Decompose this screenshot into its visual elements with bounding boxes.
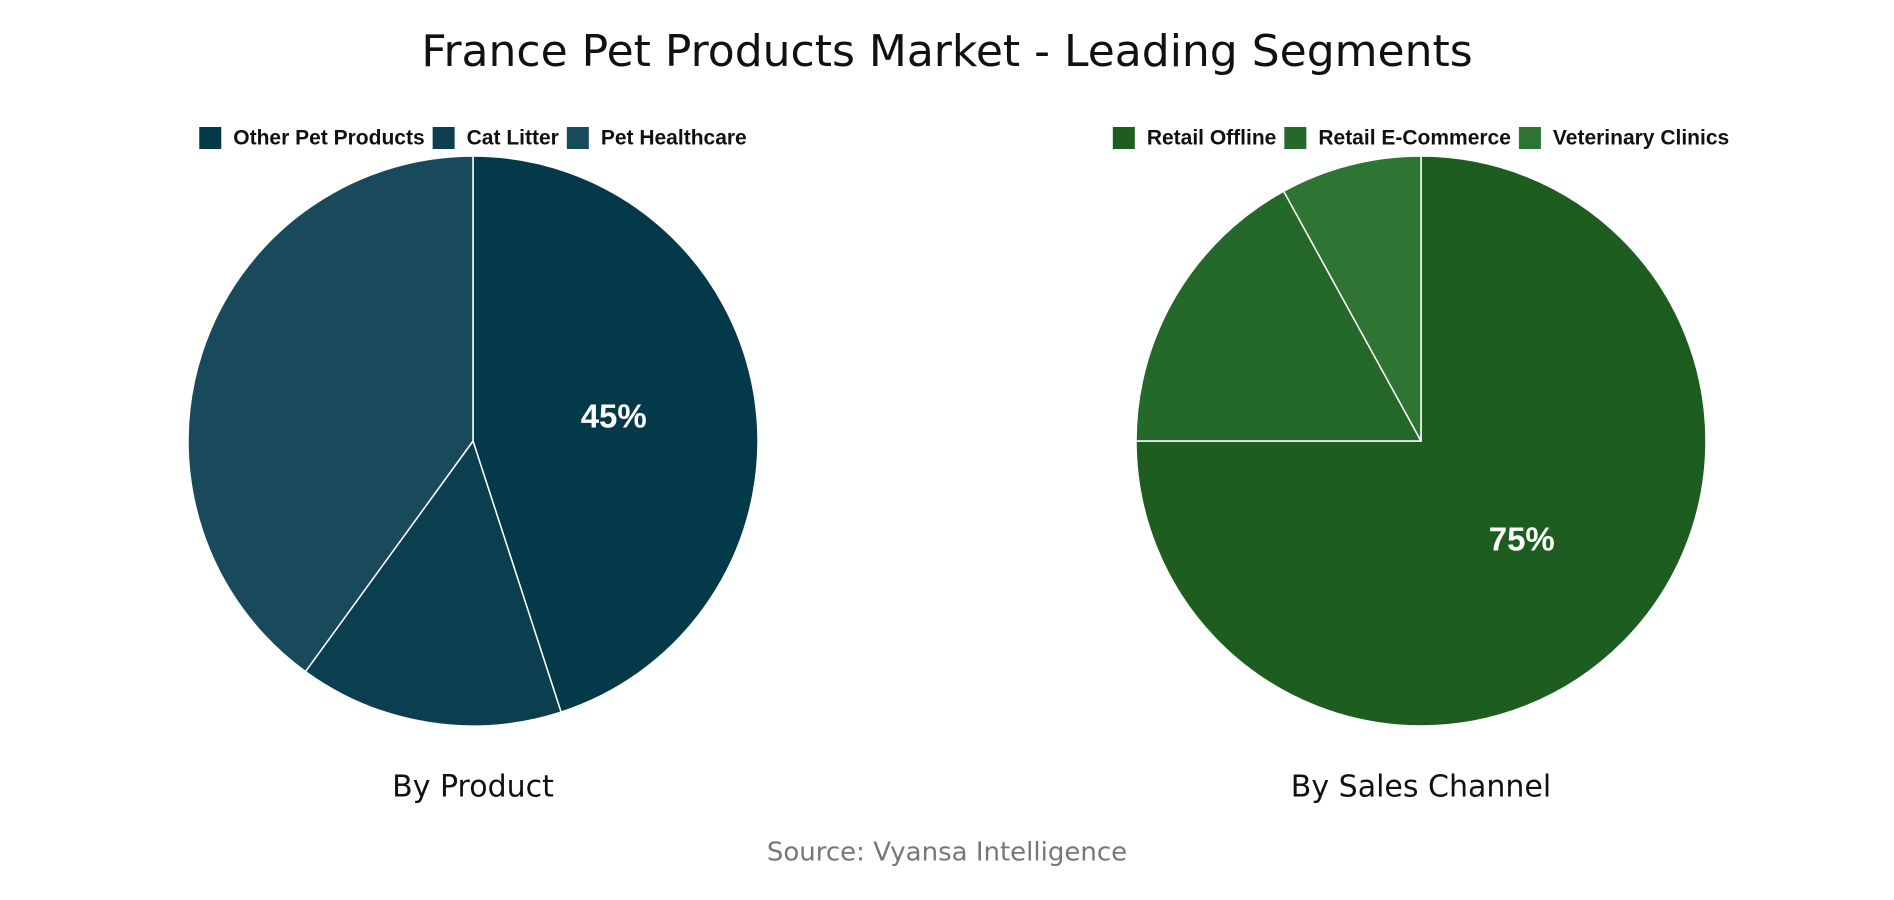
pie-subtitle: By Product [392,770,554,805]
pie-slice [1135,190,1423,442]
pie-slice [472,155,759,713]
source: Source: Vyansa Intelligence [767,838,1127,868]
legend-label: Retail E-Commerce [1318,127,1511,150]
legend: Retail Offline Retail E-Commerce Veterinar… [1112,127,1729,150]
pie-slice [187,155,474,673]
legend-swatch [1284,127,1307,149]
pie-slice [1282,155,1422,442]
legend-swatch [432,127,455,149]
legend-swatch [1112,127,1135,149]
value-label: 75% [1489,520,1555,557]
legend: Other Pet Products Cat Litter Pet Healthca… [199,127,747,150]
legend-swatch [566,127,589,149]
legend-label: Pet Healthcare [601,127,747,150]
pie-slice [304,439,563,727]
legend-swatch [199,127,222,149]
pie-subtitle: By Sales Channel [1291,770,1551,805]
legend-label: Veterinary Clinics [1553,127,1729,150]
legend-label: Retail Offline [1147,127,1277,150]
value-label: 45% [581,397,647,434]
legend-label: Other Pet Products [233,127,424,150]
legend-label: Cat Litter [467,127,559,150]
chart-title: France Pet Products Market - Leading Seg… [421,26,1472,77]
legend-swatch [1518,127,1541,149]
